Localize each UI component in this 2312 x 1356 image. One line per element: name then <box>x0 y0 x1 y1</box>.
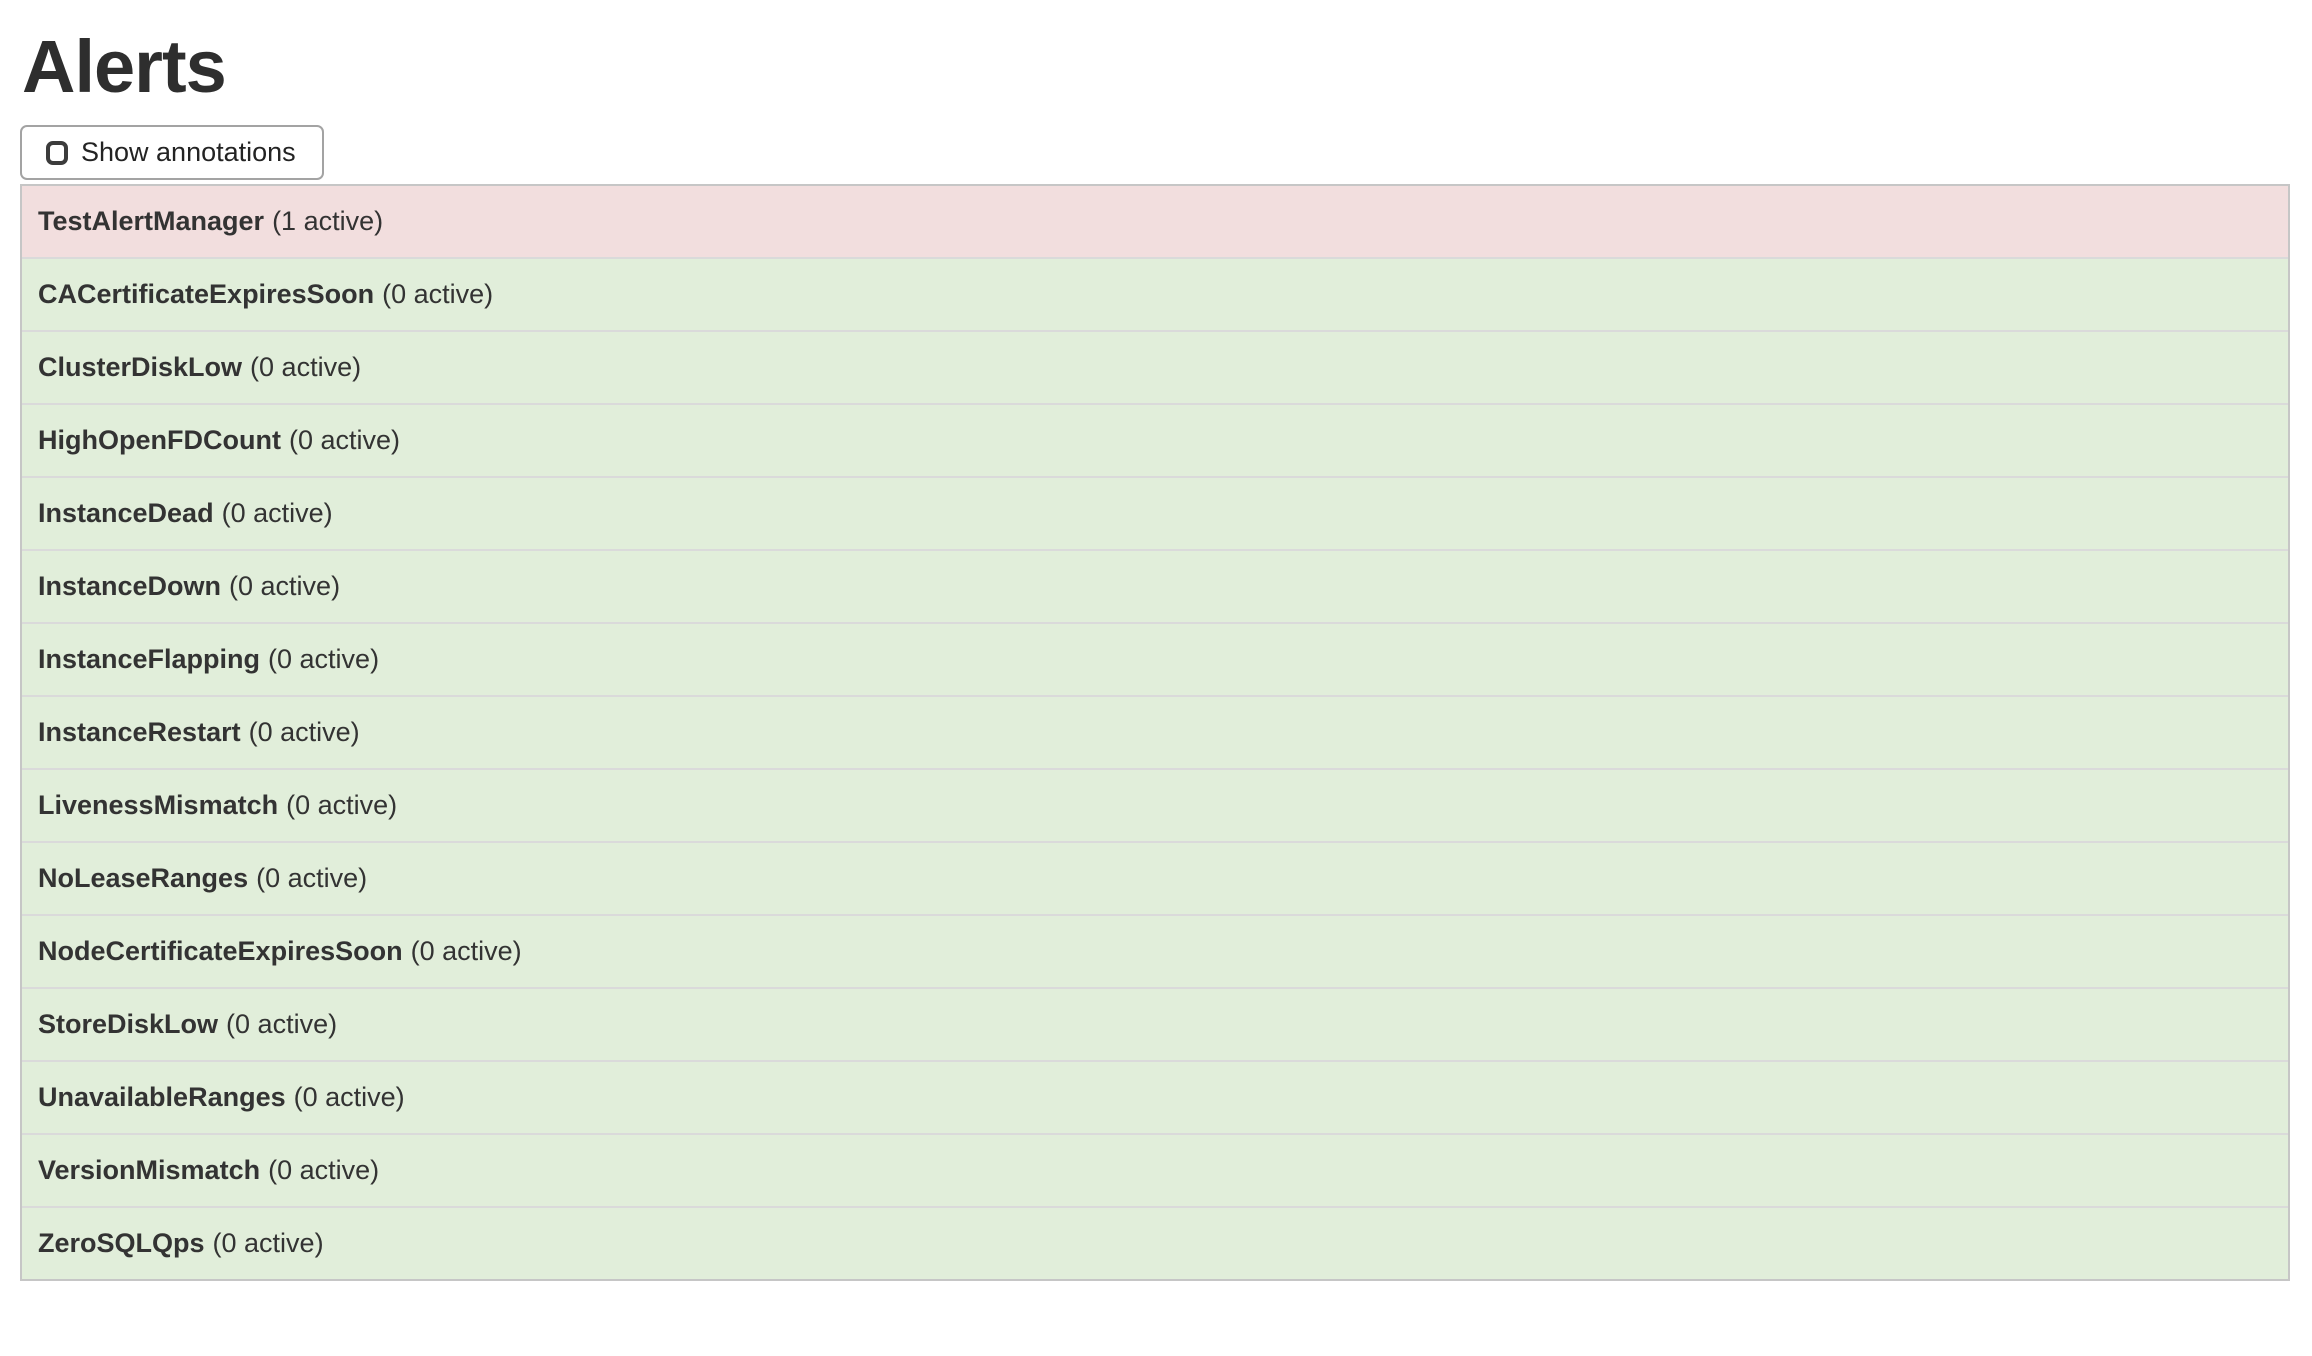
alerts-list: TestAlertManager (1 active) CACertificate… <box>20 184 2290 1281</box>
alert-row[interactable]: InstanceFlapping (0 active) <box>22 622 2288 695</box>
alert-row[interactable]: InstanceDead (0 active) <box>22 476 2288 549</box>
alert-name: LivenessMismatch <box>38 790 279 820</box>
alert-row[interactable]: ClusterDiskLow (0 active) <box>22 330 2288 403</box>
alert-name: NodeCertificateExpiresSoon <box>38 936 403 966</box>
alert-name: TestAlertManager <box>38 206 265 236</box>
alert-active-count: (0 active) <box>250 352 362 382</box>
alert-row[interactable]: UnavailableRanges (0 active) <box>22 1060 2288 1133</box>
alert-row[interactable]: StoreDiskLow (0 active) <box>22 987 2288 1060</box>
alert-active-count: (0 active) <box>288 425 400 455</box>
alert-active-count: (0 active) <box>382 279 494 309</box>
alert-active-count: (0 active) <box>268 644 380 674</box>
alert-active-count: (0 active) <box>410 936 522 966</box>
alert-name: CACertificateExpiresSoon <box>38 279 375 309</box>
alert-name: NoLeaseRanges <box>38 863 249 893</box>
alert-row[interactable]: HighOpenFDCount (0 active) <box>22 403 2288 476</box>
alert-name: UnavailableRanges <box>38 1082 286 1112</box>
alert-name: ZeroSQLQps <box>38 1228 205 1258</box>
alert-active-count: (0 active) <box>268 1155 380 1185</box>
alert-active-count: (0 active) <box>229 571 341 601</box>
alert-name: InstanceRestart <box>38 717 241 747</box>
alert-name: StoreDiskLow <box>38 1009 219 1039</box>
alert-row[interactable]: InstanceRestart (0 active) <box>22 695 2288 768</box>
alert-active-count: (0 active) <box>212 1228 324 1258</box>
checkbox-icon[interactable] <box>46 140 68 165</box>
alert-row[interactable]: TestAlertManager (1 active) <box>22 186 2288 257</box>
alert-name: InstanceDead <box>38 498 214 528</box>
alert-row[interactable]: LivenessMismatch (0 active) <box>22 768 2288 841</box>
alerts-page: Alerts Show annotations TestAlertManager… <box>0 24 2312 1281</box>
alert-name: ClusterDiskLow <box>38 352 243 382</box>
alert-name: InstanceDown <box>38 571 222 601</box>
alert-row[interactable]: NoLeaseRanges (0 active) <box>22 841 2288 914</box>
alert-active-count: (0 active) <box>226 1009 338 1039</box>
alert-row[interactable]: CACertificateExpiresSoon (0 active) <box>22 257 2288 330</box>
alert-active-count: (0 active) <box>293 1082 405 1112</box>
show-annotations-button[interactable]: Show annotations <box>20 125 324 180</box>
alert-active-count: (0 active) <box>248 717 360 747</box>
alert-name: HighOpenFDCount <box>38 425 281 455</box>
alert-name: InstanceFlapping <box>38 644 261 674</box>
alert-row[interactable]: NodeCertificateExpiresSoon (0 active) <box>22 914 2288 987</box>
show-annotations-label: Show annotations <box>81 137 296 167</box>
alert-row[interactable]: InstanceDown (0 active) <box>22 549 2288 622</box>
alert-active-count: (0 active) <box>286 790 398 820</box>
alert-name: VersionMismatch <box>38 1155 261 1185</box>
alert-row[interactable]: ZeroSQLQps (0 active) <box>22 1206 2288 1279</box>
alert-active-count: (1 active) <box>272 206 384 236</box>
alert-active-count: (0 active) <box>256 863 368 893</box>
alert-active-count: (0 active) <box>221 498 333 528</box>
alert-row[interactable]: VersionMismatch (0 active) <box>22 1133 2288 1206</box>
page-title: Alerts <box>22 25 227 108</box>
